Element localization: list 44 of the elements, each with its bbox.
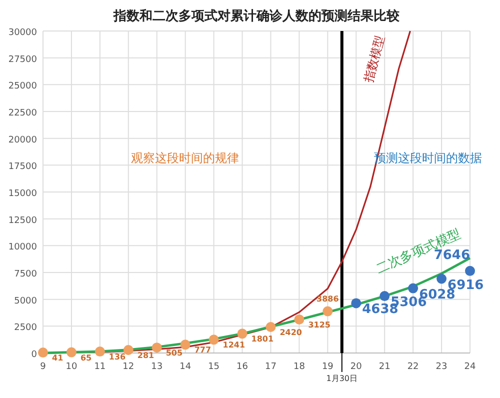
data-label: 1801 [251,334,274,344]
data-label: 505 [166,348,183,358]
data-label: 1241 [222,340,246,350]
y-tick-label: 27500 [8,54,38,65]
y-tick-label: 22500 [8,108,38,118]
x-tick-label: 9 [40,362,46,372]
x-tick-label: 17 [265,362,276,372]
data-label: 3886 [316,294,340,304]
y-tick-label: 7500 [14,270,38,280]
data-label: 777 [194,346,212,355]
y-tick-label: 10000 [8,242,38,253]
annotation: 观察这段时间的规律 [131,151,239,165]
y-tick-label: 15000 [8,189,38,199]
data-label: 65 [80,353,92,362]
data-label: 2420 [280,328,302,338]
y-tick-label: 0 [31,350,38,360]
ref-line-label: 1月30日 [326,374,358,383]
x-tick-label: 11 [94,362,106,372]
y-tick-label: 5000 [14,296,38,306]
x-tick-label: 15 [208,362,220,372]
x-tick-label: 14 [180,362,192,372]
x-tick-label: 13 [151,362,163,372]
annotation: 指数模型 [360,34,388,85]
x-tick-label: 16 [236,362,248,372]
x-tick-label: 18 [293,362,306,372]
y-tick-label: 17500 [8,162,38,172]
y-tick-label: 20000 [8,135,38,146]
x-tick-label: 10 [66,362,78,372]
data-label: 41 [52,354,64,363]
x-tick-label: 20 [350,362,362,372]
y-tick-label: 25000 [8,82,38,92]
data-label: 136 [108,352,126,362]
x-tick-label: 21 [378,362,390,372]
x-tick-label: 22 [407,362,419,372]
y-tick-label: 12500 [8,216,38,226]
x-tick-label: 23 [436,362,448,372]
y-tick-label: 30000 [8,28,38,38]
data-label: 3125 [308,320,331,330]
x-tick-label: 12 [122,362,134,372]
chart-title: 指数和二次多项式对累计确诊人数的预测结果比较 [112,8,400,24]
x-tick-label: 19 [322,362,334,372]
y-tick-label: 2500 [14,323,38,334]
data-label: 281 [137,350,155,360]
x-tick-label: 24 [464,362,476,372]
